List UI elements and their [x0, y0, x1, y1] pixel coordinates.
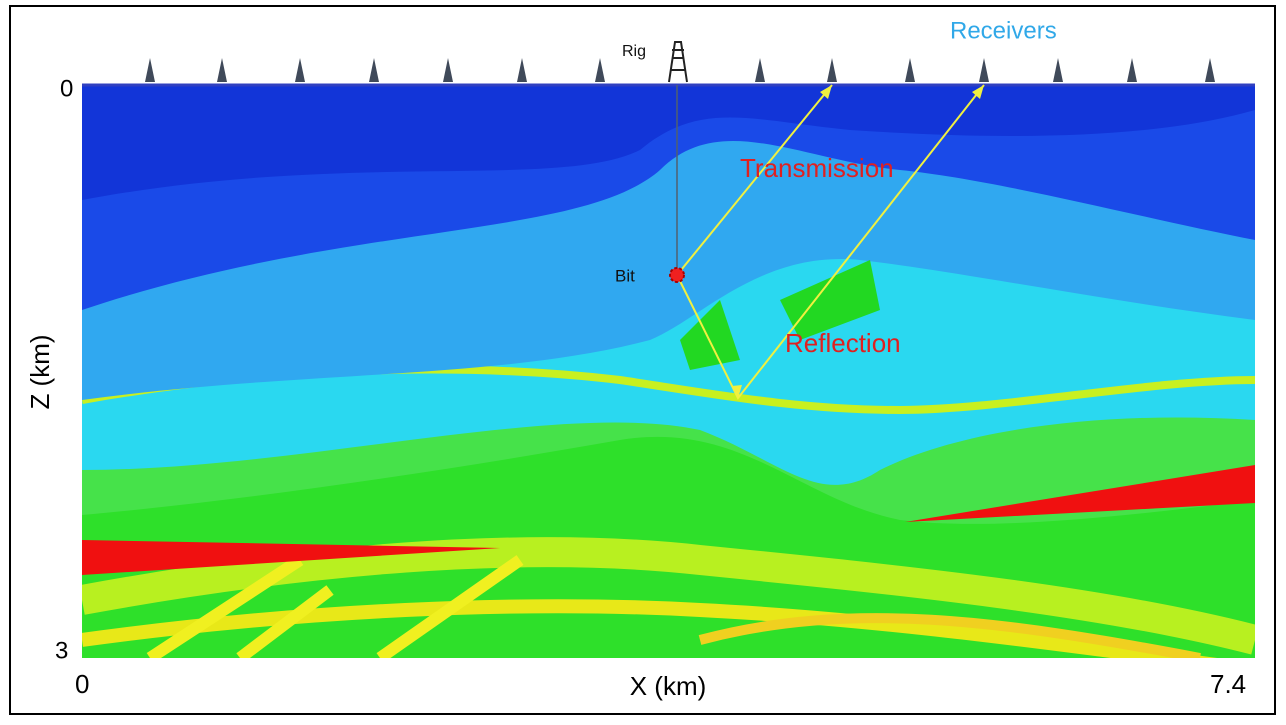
- reflection-label: Reflection: [785, 328, 901, 358]
- figure: Receivers Rig Bit Transmission Reflectio…: [0, 0, 1286, 725]
- transmission-label: Transmission: [740, 153, 894, 183]
- rig-icon: [669, 42, 687, 82]
- derrick: [669, 42, 687, 82]
- y-tick-label: 0: [60, 75, 73, 102]
- y-axis-label: Z (km): [25, 334, 55, 409]
- page: {"labels": {"receivers": "Receivers", "r…: [0, 0, 1286, 725]
- x-axis-label: X (km): [630, 671, 707, 701]
- y-tick-label: 3: [55, 637, 68, 664]
- x-tick-label: 0: [75, 669, 89, 699]
- bit-marker: [670, 268, 684, 282]
- receivers-label: Receivers: [950, 17, 1057, 44]
- bit-label: Bit: [615, 266, 635, 285]
- velocity-model: [82, 85, 1255, 670]
- rig-label: Rig: [622, 43, 646, 60]
- x-tick-label: 7.4: [1210, 669, 1246, 699]
